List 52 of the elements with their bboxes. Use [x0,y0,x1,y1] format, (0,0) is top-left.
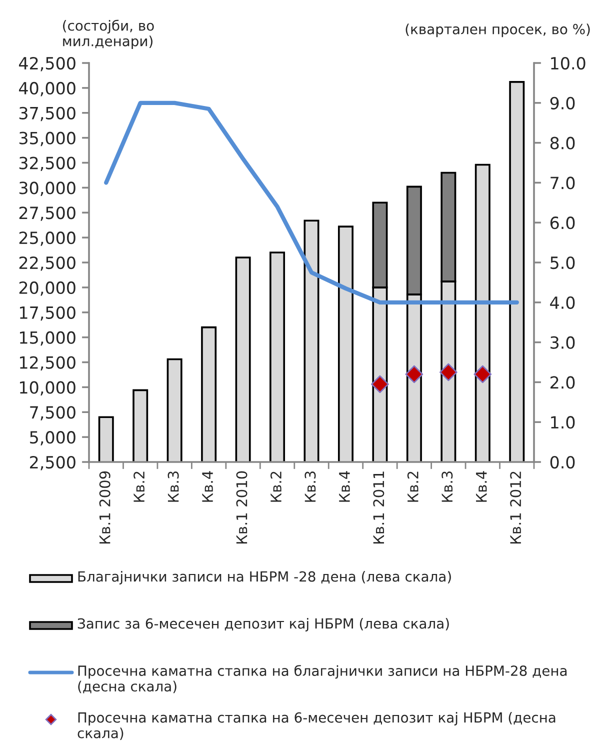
y-tick-label: 40,000 [18,82,76,96]
x-tick-label: Кв.1 2012 [510,472,522,544]
x-tick-label: Кв.4 [476,471,487,502]
y2-tick-label: 7.0 [550,176,575,190]
y-tick-label: 10,000 [20,381,76,396]
y2-tick-label: 4.0 [550,296,575,309]
x-tick-label: Кв.3 [304,472,316,502]
legend-label: Просечна каматна стапка на 6-месечен депозит кај НБРМ (десна скала) [78,712,556,740]
y2-tick-label: 1.0 [551,416,575,429]
y-tick-label: 17,500 [20,306,76,321]
line-series [104,100,519,304]
legend-label: Просечна каматна стапка на благајнички записи на НБРМ-28 дена (десна скала) [78,665,567,694]
legend-label: Благајнички записи на НБРМ -28 дена (лева скала) [78,571,451,584]
y-tick-label: 12,500 [20,356,76,371]
x-tick-label: Кв.4 [339,471,350,502]
x-tick-label: Кв.3 [442,472,453,502]
y-tick-label: 30,000 [19,182,76,196]
x-tick-label: Кв.2 [407,472,418,502]
point [440,363,458,382]
y-tick-label: 7,500 [30,406,76,420]
point [474,365,492,384]
x-tick-label: Кв.1 2011 [373,472,384,544]
x-tick-label: Кв.1 2010 [236,471,248,544]
y2-tick-label: 9.0 [550,96,575,110]
y-tick-label: 2,500 [30,456,76,470]
x-tick-label: Кв.2 [134,472,144,502]
y-tick-label: 5,000 [30,431,76,446]
y-tick-label: 27,500 [19,206,76,221]
y2-tick-label: 5.0 [550,256,575,270]
y-tick-label: 37,500 [19,106,76,122]
y2-axis-title: (квартален просек, во %) [406,24,590,38]
x-tick-label: Кв.1 2009 [99,471,110,544]
point [405,365,424,384]
x-tick-label: Кв.4 [202,471,213,502]
y2-tick-label: 8.0 [550,136,575,150]
y-axis-title: (состојби, во мил.денари) [63,20,154,50]
y2-tick-label: 0.0 [550,456,575,469]
y-tick-label: 25,000 [19,232,76,246]
x-tick-label: Кв.3 [168,472,179,502]
y2-tick-label: 2.0 [550,376,575,389]
y-tick-label: 20,000 [19,281,76,296]
y-tick-label: 15,000 [20,331,76,346]
y2-tick-label: 3.0 [550,336,575,349]
y2-tick-label: 6.0 [550,216,575,230]
y-tick-label: 32,500 [19,156,76,172]
y2-tick-label: 10.0 [551,56,586,70]
y-tick-label: 35,000 [19,132,76,146]
y-tick-label: 42,500 [18,56,76,72]
x-tick-label: Кв.2 [270,472,282,502]
y-tick-label: 22,500 [19,256,76,271]
point [371,375,389,394]
legend-label: Запис за 6-месечен депозит кај НБРМ (лева скала) [78,618,449,632]
